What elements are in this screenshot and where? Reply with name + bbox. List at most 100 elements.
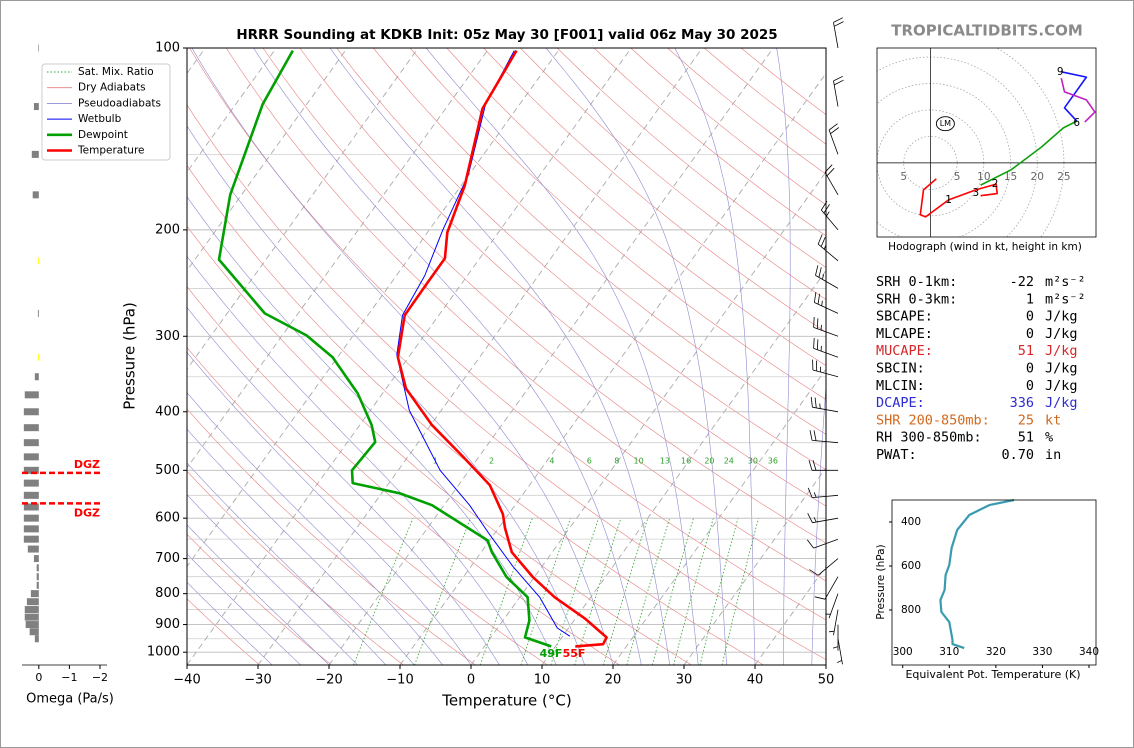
wind-barb — [832, 624, 839, 651]
x-tick-label: −30 — [244, 673, 271, 688]
x-tick-label: 40 — [747, 673, 764, 688]
mixing-ratio-label: 24 — [724, 457, 734, 466]
hodograph-tick-label: 20 — [1031, 171, 1044, 183]
dry-adiabat — [187, 225, 692, 665]
mixing-ratio-label: 13 — [660, 457, 670, 466]
x-tick-label: −20 — [315, 673, 342, 688]
isotherm — [187, 48, 490, 469]
pseudoadiabat — [811, 381, 826, 665]
omega-bar — [23, 466, 39, 474]
mixing-ratio-label: 6 — [587, 457, 592, 466]
pseudoadiabat — [425, 48, 699, 665]
omega-bar — [29, 628, 39, 636]
omega-bar — [25, 621, 39, 629]
mixing-ratio-label: 36 — [768, 457, 778, 466]
isotherm — [399, 72, 826, 665]
omega-bar — [23, 525, 39, 533]
hodograph-tick-label: 5 — [900, 171, 907, 183]
dry-adiabat — [483, 48, 826, 333]
pseudoadiabat — [187, 352, 472, 665]
omega-bar — [23, 503, 39, 511]
pseudoadiabat — [545, 48, 727, 665]
wind-barb — [807, 513, 839, 524]
omega-bar — [23, 479, 39, 487]
omega-bar — [37, 309, 39, 317]
isotherm — [187, 48, 348, 272]
omega-x-tick-label: −1 — [61, 671, 77, 684]
legend-label: Pseudoadiabats — [78, 97, 161, 109]
x-tick-label: 20 — [605, 673, 622, 688]
omega-bar — [37, 257, 39, 265]
stat-value: 0 — [1026, 361, 1034, 377]
wind-barb — [809, 430, 839, 444]
omega-bar — [23, 514, 39, 522]
wind-barb — [810, 396, 839, 413]
isotherm — [187, 48, 419, 370]
hodograph-tick-label: 5 — [954, 171, 961, 183]
hodograph-trace — [1060, 78, 1096, 123]
thetae-x-tick-label: 310 — [939, 646, 959, 658]
stat-value: 0.70 — [1001, 447, 1034, 463]
stat-value: 0 — [1026, 378, 1034, 394]
thetae-y-tick-label: 800 — [901, 604, 921, 616]
storm-motion-label: LM — [940, 119, 951, 128]
omega-bar — [34, 373, 39, 381]
omega-bar — [23, 408, 39, 416]
stat-value: 0 — [1026, 309, 1034, 325]
height-label: 6 — [1073, 117, 1080, 129]
wind-barb — [807, 487, 839, 498]
isotherm — [257, 48, 703, 665]
mixing-ratio-line — [721, 518, 759, 665]
dry-adiabat — [520, 48, 826, 300]
omega-bar — [32, 191, 39, 199]
stat-value: -22 — [1010, 274, 1034, 290]
hodograph-frame — [876, 47, 1097, 238]
thetae-y-label: Pressure (hPa) — [875, 544, 887, 619]
x-tick-label: −40 — [173, 673, 200, 688]
omega-bar — [23, 453, 39, 461]
dgz-label: DGZ — [74, 506, 100, 519]
dry-adiabat — [187, 598, 260, 665]
chart-title: HRRR Sounding at KDKB Init: 05z May 30 [… — [236, 27, 777, 43]
storm-motion-marker — [935, 116, 955, 132]
mixing-ratio-label: 20 — [704, 457, 714, 466]
stat-label: SHR 200-850mb: — [876, 412, 990, 428]
wind-barb — [806, 538, 839, 549]
stat-label: PWAT: — [876, 447, 917, 463]
stat-unit: J/kg — [1045, 326, 1078, 342]
omega-x-tick-label: −2 — [92, 671, 108, 684]
stat-unit: % — [1045, 430, 1053, 446]
dgz-label: DGZ — [74, 458, 100, 471]
omega-bar — [36, 564, 39, 572]
hodograph-trace — [919, 178, 998, 218]
wind-barb — [814, 292, 839, 314]
legend-label: Dewpoint — [78, 129, 128, 141]
hodograph-tick-label: 15 — [1004, 171, 1017, 183]
mixing-ratio-label: 8 — [614, 457, 619, 466]
wind-barb — [808, 460, 838, 471]
isotherm — [541, 269, 826, 665]
omega-bar — [36, 581, 39, 589]
pseudoadiabat — [187, 428, 415, 665]
stat-unit: J/kg — [1045, 395, 1078, 411]
dry-adiabat — [187, 408, 476, 665]
thetae-line — [939, 498, 1015, 650]
omega-bar — [33, 103, 39, 111]
y-tick-label: 500 — [155, 463, 180, 478]
dry-adiabat — [446, 48, 826, 366]
plot-frame — [186, 47, 827, 666]
y-tick-label: 200 — [155, 222, 180, 237]
wind-barb — [820, 200, 839, 231]
dry-adiabat — [189, 48, 826, 621]
isotherm — [328, 48, 774, 665]
stat-label: RH 300-850mb: — [876, 430, 982, 446]
wind-barb — [812, 359, 839, 378]
thetae-y-tick-label: 400 — [901, 516, 921, 528]
y-tick-label: 100 — [155, 41, 180, 56]
wind-barb — [817, 234, 839, 262]
wind-barb — [809, 558, 839, 576]
mixing-ratio-line — [479, 518, 533, 665]
wind-barb — [824, 164, 839, 196]
dry-adiabat — [187, 347, 548, 665]
thetae-x-tick-label: 320 — [986, 646, 1006, 658]
